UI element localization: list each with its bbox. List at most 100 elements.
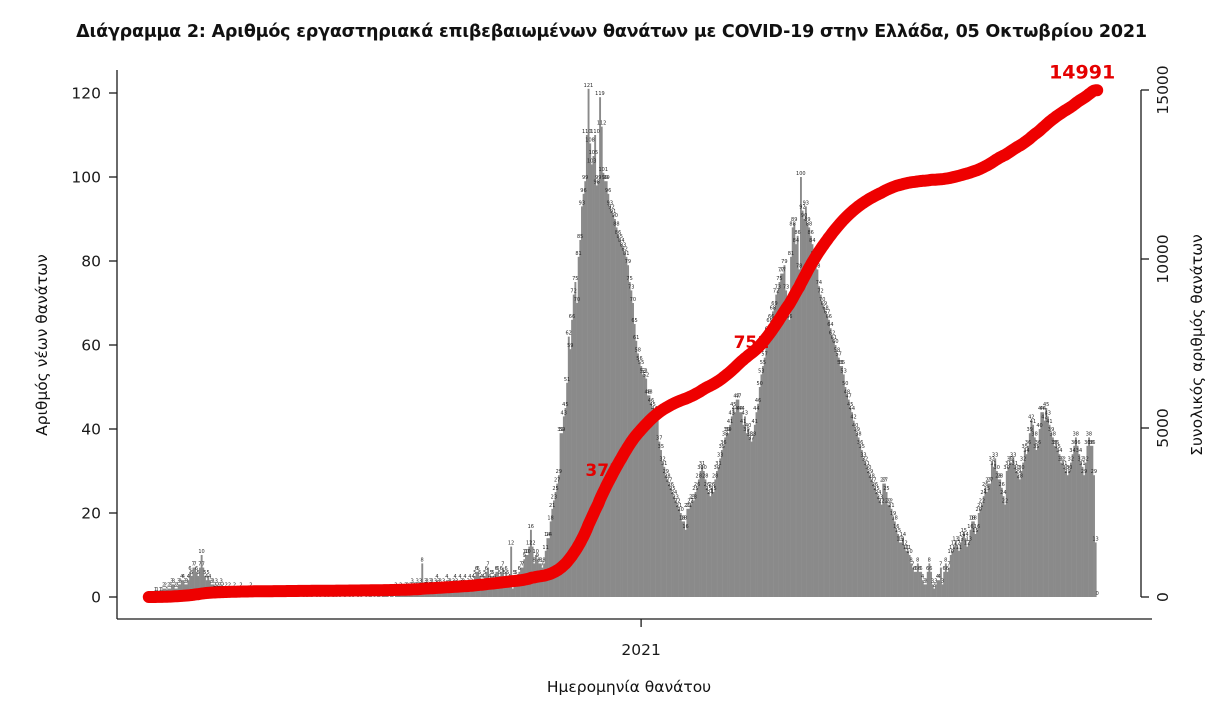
svg-text:3: 3 [434,578,437,584]
svg-text:2: 2 [218,583,221,589]
svg-text:72: 72 [773,289,779,295]
left-tick-labels: 0 20 40 60 80 100 120 [71,85,101,607]
svg-text:31: 31 [715,461,721,467]
svg-text:31: 31 [1005,461,1011,467]
svg-text:5: 5 [490,570,493,576]
svg-text:60: 60 [832,339,838,345]
svg-text:21: 21 [888,503,894,509]
svg-text:4: 4 [481,574,484,580]
svg-text:25: 25 [883,486,889,492]
svg-text:39: 39 [743,427,749,433]
svg-text:38: 38 [1086,431,1092,437]
svg-text:70: 70 [574,297,580,303]
svg-text:100: 100 [796,171,806,177]
svg-text:4: 4 [205,574,208,580]
svg-text:39: 39 [557,427,563,433]
svg-text:22: 22 [687,499,693,505]
svg-text:68: 68 [770,305,776,311]
svg-text:7: 7 [521,562,524,568]
svg-text:13: 13 [966,536,972,542]
svg-text:39: 39 [724,427,730,433]
svg-text:36: 36 [1089,440,1095,446]
svg-text:48: 48 [844,389,850,395]
svg-text:84: 84 [618,238,624,244]
svg-text:39: 39 [854,427,860,433]
svg-text:6: 6 [495,566,498,572]
svg-text:3: 3 [210,578,213,584]
svg-text:8: 8 [928,557,931,563]
svg-text:73: 73 [783,284,789,290]
svg-text:86: 86 [615,230,621,236]
svg-text:33: 33 [1010,452,1016,458]
svg-text:28: 28 [995,473,1001,479]
svg-text:12: 12 [964,541,970,547]
svg-text:23: 23 [551,494,557,500]
svg-text:69: 69 [821,301,827,307]
svg-text:32: 32 [1007,457,1013,463]
svg-text:44: 44 [732,406,738,412]
svg-text:45: 45 [847,402,853,408]
svg-text:3: 3 [437,578,440,584]
svg-text:30: 30 [994,465,1000,471]
svg-text:61: 61 [831,335,837,341]
svg-text:26: 26 [694,482,700,488]
svg-text:43: 43 [742,410,748,416]
svg-text:24: 24 [1000,490,1006,496]
svg-text:67: 67 [824,310,830,316]
svg-text:5: 5 [478,570,481,576]
svg-text:13: 13 [898,536,904,542]
svg-text:29: 29 [1091,469,1097,475]
svg-text:4: 4 [921,574,924,580]
svg-text:12: 12 [901,541,907,547]
svg-text:40: 40 [852,423,858,429]
svg-text:86: 86 [808,230,814,236]
svg-text:7: 7 [202,562,205,568]
svg-text:85: 85 [617,234,623,240]
svg-text:6: 6 [913,566,916,572]
svg-text:6: 6 [475,566,478,572]
svg-text:6: 6 [942,566,945,572]
svg-text:99: 99 [602,175,608,181]
svg-text:30: 30 [1013,465,1019,471]
svg-text:93: 93 [579,200,585,206]
svg-text:3: 3 [177,578,180,584]
svg-text:65: 65 [631,318,637,324]
svg-text:10: 10 [523,549,529,555]
svg-text:3: 3 [183,578,186,584]
x-axis-title: Ημερομηνία θανάτου [546,678,712,696]
svg-text:2: 2 [228,583,231,589]
svg-text:30: 30 [714,465,720,471]
svg-text:78: 78 [796,263,802,269]
x-tick-labels: 2021 [621,641,660,659]
svg-text:57: 57 [835,352,841,358]
svg-text:36: 36 [1025,440,1031,446]
svg-text:10: 10 [906,549,912,555]
svg-text:6: 6 [188,566,191,572]
svg-text:5: 5 [491,570,494,576]
svg-text:92: 92 [608,205,614,211]
svg-text:7: 7 [541,562,544,568]
svg-text:25: 25 [873,486,879,492]
svg-text:8: 8 [542,557,545,563]
svg-text:32: 32 [1082,457,1088,463]
svg-text:8: 8 [944,557,947,563]
svg-text:12: 12 [951,541,957,547]
svg-text:110: 110 [582,129,592,135]
svg-text:3: 3 [924,578,927,584]
svg-text:14: 14 [900,532,906,538]
svg-text:32: 32 [659,457,665,463]
svg-text:4: 4 [468,574,471,580]
svg-text:5: 5 [207,570,210,576]
svg-text:41: 41 [727,419,733,425]
svg-text:110: 110 [590,129,600,135]
svg-text:92: 92 [799,205,805,211]
svg-text:3: 3 [430,578,433,584]
svg-text:44: 44 [849,406,855,412]
svg-text:4: 4 [445,574,448,580]
svg-text:6: 6 [505,566,508,572]
svg-text:32: 32 [1008,457,1014,463]
svg-text:44: 44 [738,406,744,412]
svg-text:7: 7 [911,562,914,568]
svg-text:57: 57 [761,352,767,358]
svg-text:6: 6 [500,566,503,572]
